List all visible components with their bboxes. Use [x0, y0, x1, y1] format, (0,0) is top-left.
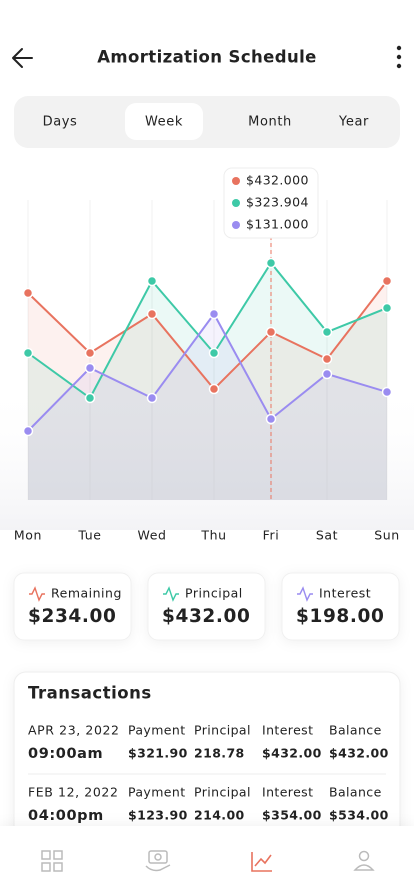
column-header: Balance: [329, 723, 382, 738]
column-header: Principal: [194, 785, 251, 800]
tooltip-value: $323.904: [246, 195, 309, 210]
tooltip: [223, 167, 319, 239]
cell-value: $534.00: [329, 808, 389, 823]
card-label: Principal: [185, 586, 243, 601]
column-header: Interest: [262, 723, 313, 738]
data-point: [265, 257, 277, 269]
tab[interactable]: Month: [248, 115, 292, 130]
nav-payments[interactable]: [145, 850, 171, 872]
cell-value: $432.00: [262, 746, 322, 761]
data-point: [265, 326, 277, 338]
column-header: Payment: [128, 723, 186, 738]
data-point: [381, 386, 393, 398]
tooltip-value: $432.000: [246, 173, 309, 188]
x-tick-label: Sat: [316, 528, 338, 543]
cell-value: $123.90: [128, 808, 188, 823]
cell-value: 218.78: [194, 746, 245, 761]
data-point: [146, 392, 158, 404]
transaction-date: FEB 12, 2022: [28, 785, 119, 800]
nav-chart[interactable]: [251, 852, 272, 872]
data-point: [321, 353, 333, 365]
card-value: $234.00: [28, 606, 116, 627]
card-icon: [29, 586, 45, 602]
x-tick-label: Mon: [14, 528, 42, 543]
card-label: Remaining: [51, 586, 122, 601]
summary-card: [13, 572, 132, 641]
data-point: [84, 362, 96, 374]
data-point: [22, 287, 34, 299]
series-area: [28, 314, 387, 500]
x-tick-label: Sun: [374, 528, 400, 543]
data-point: [321, 368, 333, 380]
x-tick-label: Fri: [263, 528, 280, 543]
column-header: Balance: [329, 785, 382, 800]
card-icon: [163, 586, 179, 602]
tab-bar: [14, 96, 400, 148]
cell-value: $354.00: [262, 808, 322, 823]
back-button[interactable]: [12, 48, 33, 68]
x-tick-label: Tue: [77, 528, 101, 543]
x-tick-label: Wed: [137, 528, 166, 543]
cell-value: $321.90: [128, 746, 188, 761]
column-header: Payment: [128, 785, 186, 800]
transaction-time: 04:00pm: [28, 808, 104, 824]
tab[interactable]: Week: [145, 115, 183, 130]
card-label: Interest: [319, 586, 371, 601]
x-tick-label: Thu: [200, 528, 226, 543]
title: Amortization Schedule: [97, 48, 317, 67]
card-value: $198.00: [296, 606, 384, 627]
data-point: [321, 326, 333, 338]
data-point: [146, 275, 158, 287]
more-button[interactable]: [396, 45, 402, 69]
tab-selected: [125, 103, 203, 140]
data-point: [265, 413, 277, 425]
data-point: [84, 392, 96, 404]
transactions-title: Transactions: [28, 684, 152, 703]
cell-value: 214.00: [194, 808, 245, 823]
data-point: [84, 347, 96, 359]
column-header: Interest: [262, 785, 313, 800]
nav-profile[interactable]: [353, 850, 375, 871]
tooltip-dot: [232, 177, 240, 185]
summary-card: [147, 572, 266, 641]
data-point: [381, 275, 393, 287]
card-icon: [297, 586, 313, 602]
data-point: [381, 302, 393, 314]
data-point: [146, 308, 158, 320]
data-point: [208, 308, 220, 320]
column-header: Principal: [194, 723, 251, 738]
card-value: $432.00: [162, 606, 250, 627]
tooltip-dot: [232, 199, 240, 207]
data-point: [22, 347, 34, 359]
transaction-date: APR 23, 2022: [28, 723, 120, 738]
summary-card: [281, 572, 400, 641]
data-point: [208, 347, 220, 359]
tab[interactable]: Year: [338, 115, 369, 130]
transaction-time: 09:00am: [28, 746, 103, 762]
chart-fade: [0, 380, 414, 530]
bottom-nav: [0, 826, 414, 896]
data-point: [22, 425, 34, 437]
nav-home[interactable]: [41, 850, 63, 872]
tooltip-value: $131.000: [246, 217, 309, 232]
tab[interactable]: Days: [43, 115, 78, 130]
data-point: [208, 383, 220, 395]
tooltip-dot: [232, 221, 240, 229]
cell-value: $432.00: [329, 746, 389, 761]
